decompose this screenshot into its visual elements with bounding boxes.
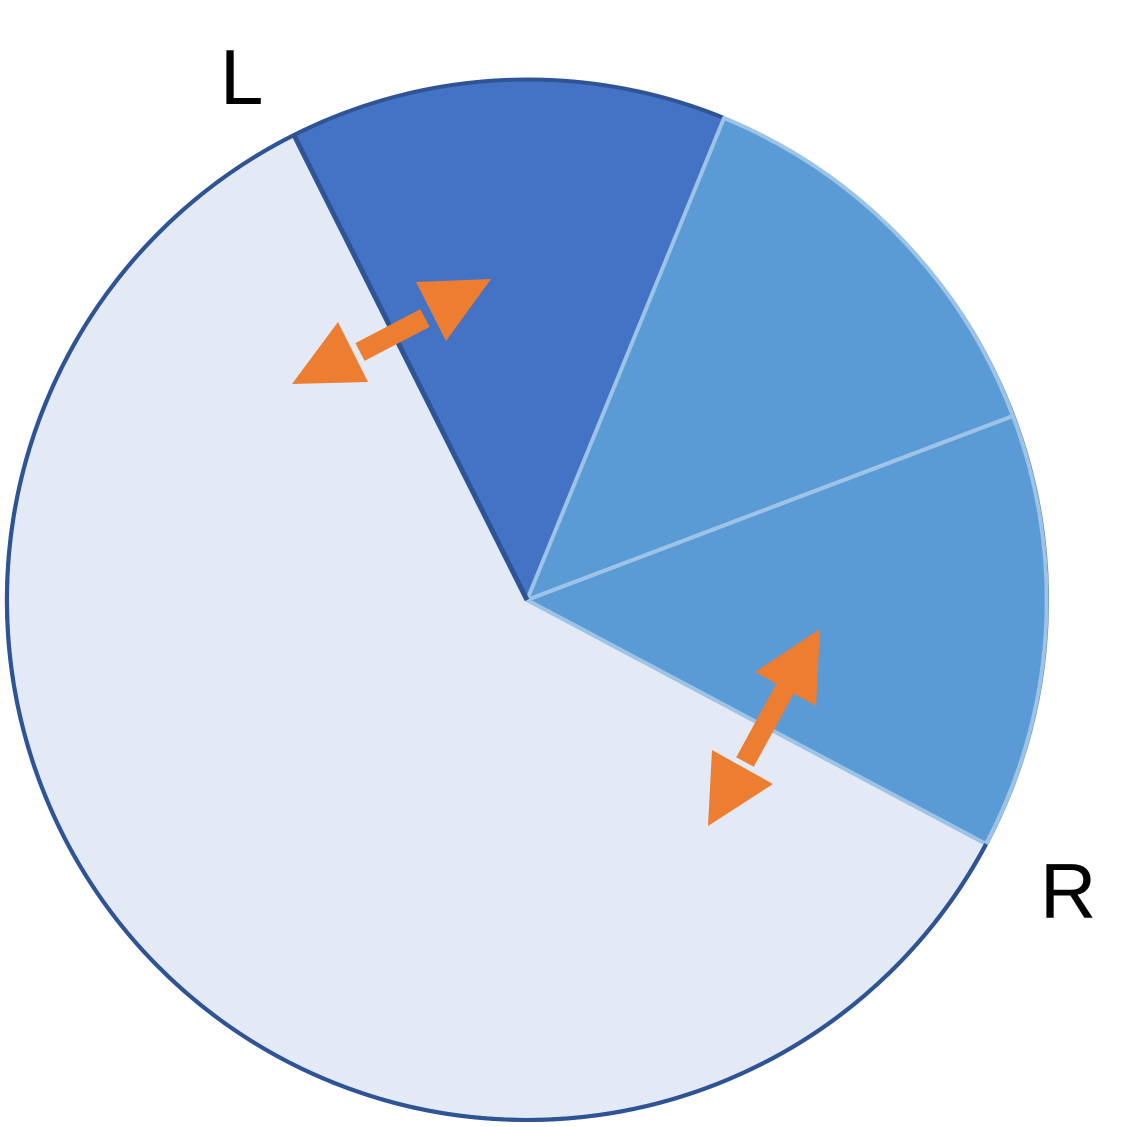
outer-arc-outline bbox=[4, 133, 988, 1122]
double-headed-arrow-icon bbox=[292, 279, 491, 384]
left-endpoint-label: L bbox=[220, 33, 263, 121]
double-headed-arrow-icon bbox=[708, 629, 820, 826]
neighbor-sector-upper bbox=[525, 116, 1015, 602]
right-endpoint-label: R bbox=[1040, 847, 1096, 935]
selected-sector bbox=[292, 77, 726, 602]
neighbor-sector-lower bbox=[525, 414, 1049, 846]
left-boundary-line bbox=[291, 133, 530, 602]
